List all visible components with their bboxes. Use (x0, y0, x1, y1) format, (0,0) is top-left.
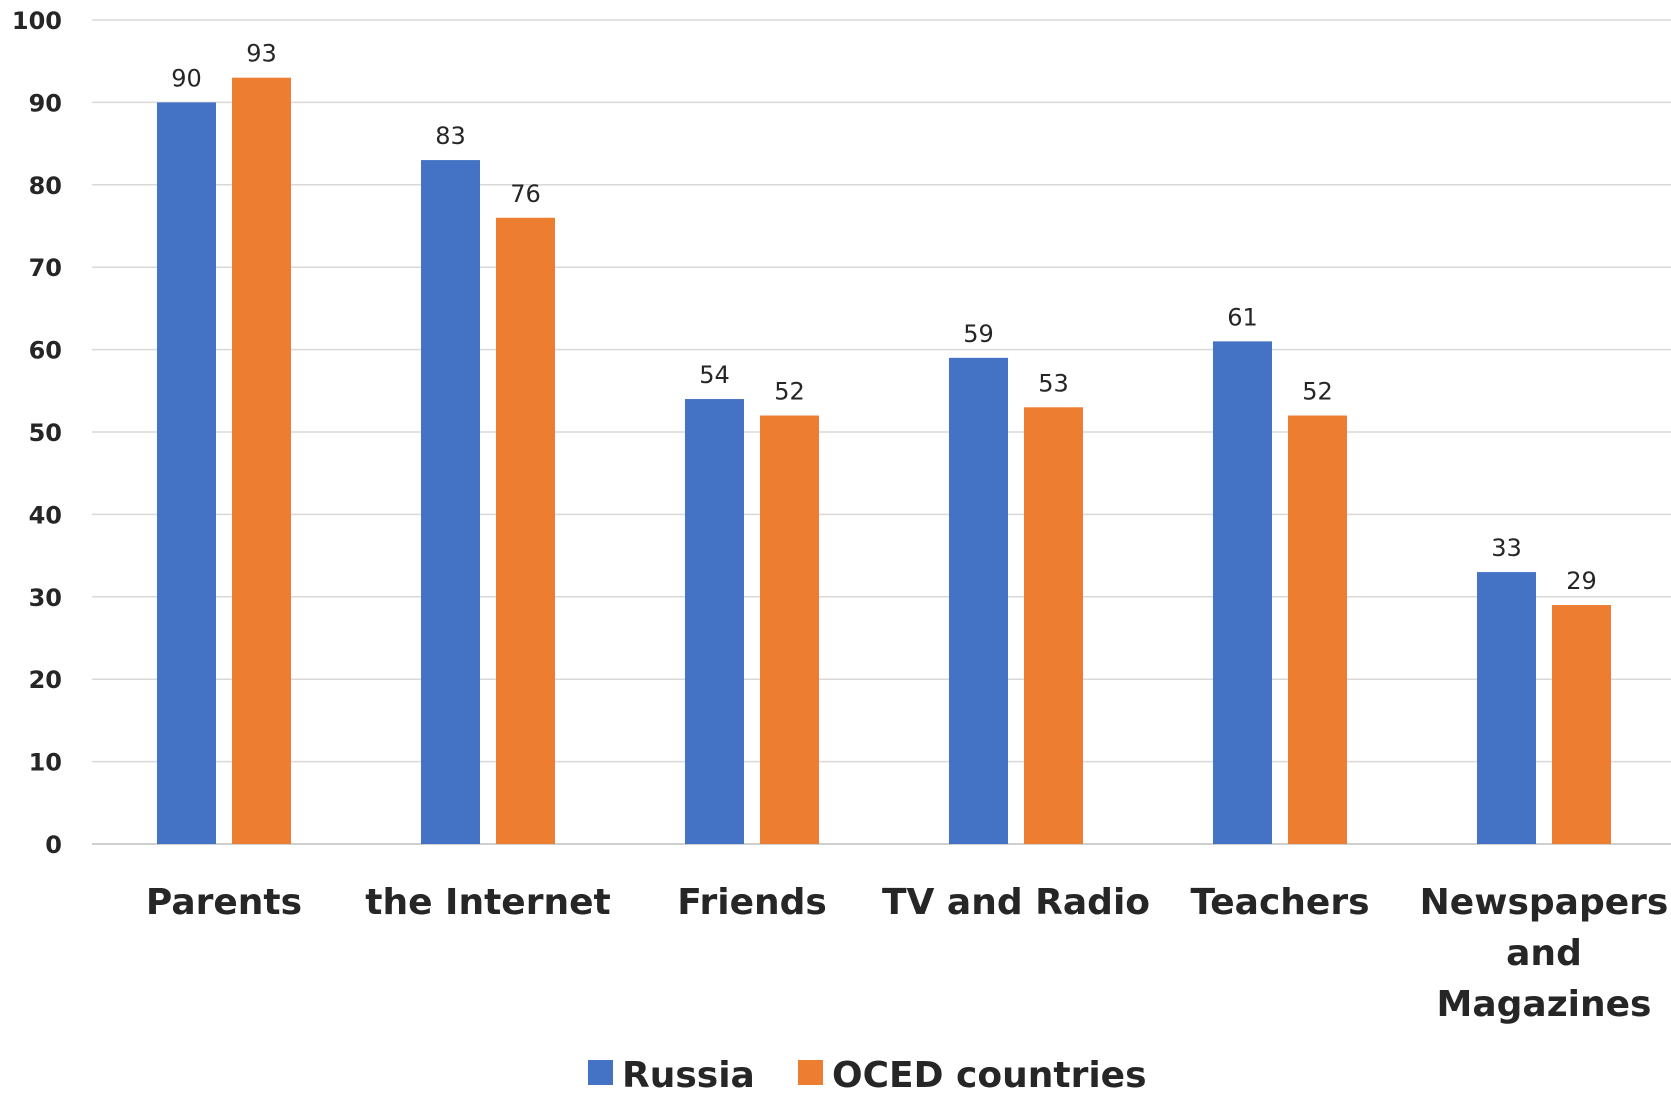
bar-oced-countries (496, 217, 555, 844)
x-category-label: Magazines (1437, 984, 1652, 1025)
y-tick-label: 40 (29, 501, 62, 529)
y-tick-label: 10 (29, 749, 62, 777)
y-tick-label: 80 (29, 172, 62, 200)
x-category-label: Newspapers (1420, 882, 1669, 923)
x-axis-categories: Parents the Internet Friends TV and Radio Te… (146, 882, 1668, 1025)
data-label: 90 (171, 64, 202, 92)
y-tick-label: 0 (45, 831, 62, 859)
bar-russia (421, 160, 480, 844)
legend-label: Russia (622, 1055, 755, 1096)
data-label: 54 (699, 361, 730, 389)
bar-oced-countries (1552, 605, 1611, 844)
bar-oced-countries (1288, 415, 1347, 844)
data-label: 76 (510, 180, 541, 208)
legend-swatch (588, 1060, 613, 1085)
bar-russia (1477, 572, 1536, 844)
x-category-label: Friends (677, 882, 827, 923)
bar-oced-countries (232, 77, 291, 845)
gridlines (92, 19, 1671, 845)
data-label: 53 (1038, 369, 1069, 397)
y-tick-label: 70 (29, 254, 62, 282)
bar-russia (949, 357, 1008, 844)
legend: Russia OCED countries (588, 1055, 1147, 1096)
data-label: 52 (774, 378, 805, 406)
x-category-label: TV and Radio (882, 882, 1150, 923)
bar-oced-countries (760, 415, 819, 844)
y-axis-ticks: 0 10 20 30 40 50 60 70 80 90 100 (12, 7, 62, 859)
y-tick-label: 60 (29, 337, 62, 365)
data-label: 93 (246, 40, 277, 68)
x-category-label: and (1506, 933, 1582, 974)
bar-russia (685, 399, 744, 844)
bar-oced-countries (1024, 407, 1083, 844)
data-labels: 90 93 83 76 54 52 59 53 61 52 33 29 (171, 40, 1597, 595)
data-label: 29 (1566, 567, 1597, 595)
bar-russia (1213, 341, 1272, 844)
y-tick-label: 30 (29, 584, 62, 612)
legend-label: OCED countries (832, 1055, 1147, 1096)
data-label: 59 (963, 320, 994, 348)
y-tick-label: 50 (29, 419, 62, 447)
bars (157, 77, 1611, 845)
bar-russia (157, 102, 216, 844)
legend-swatch (798, 1060, 823, 1085)
x-category-label: Parents (146, 882, 302, 923)
x-category-label: Teachers (1190, 882, 1369, 923)
y-tick-label: 20 (29, 666, 62, 694)
x-category-label: the Internet (365, 882, 610, 923)
y-tick-label: 100 (12, 7, 62, 35)
data-label: 83 (435, 122, 466, 150)
data-label: 61 (1227, 303, 1258, 331)
data-label: 52 (1302, 378, 1333, 406)
data-label: 33 (1491, 534, 1522, 562)
y-tick-label: 90 (29, 89, 62, 117)
